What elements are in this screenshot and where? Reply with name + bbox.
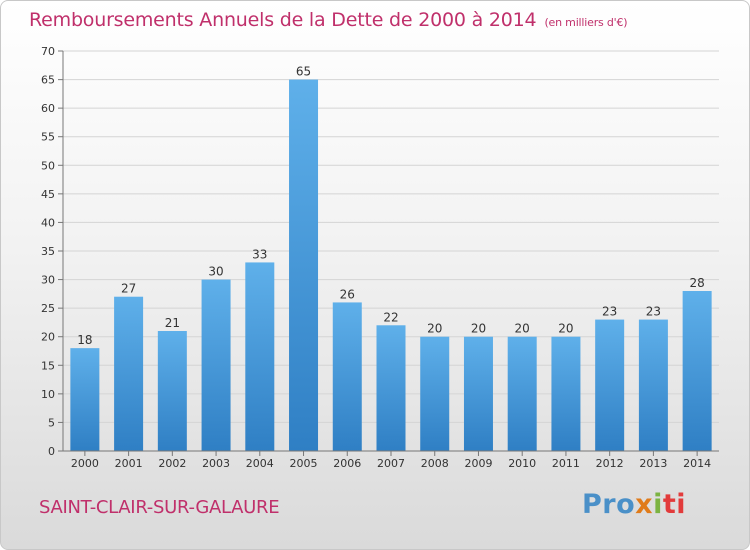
y-tick-label: 50 <box>41 159 55 172</box>
bar-value-label: 20 <box>427 322 442 336</box>
x-tick-label: 2006 <box>333 457 361 470</box>
x-tick-label: 2009 <box>464 457 492 470</box>
y-tick-label: 10 <box>41 388 55 401</box>
y-tick-label: 70 <box>41 45 55 58</box>
x-tick-label: 2004 <box>246 457 274 470</box>
bar-2001 <box>114 296 144 451</box>
x-axis: 2000 2001 2002 2003 2004 2005 2006 2007 2008 2009… <box>63 450 719 470</box>
bar-2007 <box>376 325 406 451</box>
y-tick-label: 15 <box>41 359 55 372</box>
x-tick-label: 2012 <box>596 457 624 470</box>
bar-value-label: 21 <box>165 316 180 330</box>
y-tick-label: 5 <box>48 416 55 429</box>
y-tick-label: 20 <box>41 331 55 344</box>
bar-value-label: 20 <box>558 322 573 336</box>
bar-2000 <box>70 348 100 451</box>
x-tick-label: 2011 <box>552 457 580 470</box>
x-tick-label: 2002 <box>158 457 186 470</box>
chart-title-block: Remboursements Annuels de la Dette de 20… <box>29 9 628 31</box>
x-tick-label: 2010 <box>508 457 536 470</box>
bar-value-label: 27 <box>121 282 136 296</box>
bar-2005 <box>289 79 319 452</box>
bar-2010 <box>507 336 537 451</box>
y-tick-label: 30 <box>41 274 55 287</box>
logo-part-3: i <box>653 489 663 520</box>
logo-part-1: Pro <box>582 489 636 520</box>
x-tick-label: 2003 <box>202 457 230 470</box>
x-tick-label: 2013 <box>639 457 667 470</box>
x-tick-label: 2014 <box>683 457 711 470</box>
y-tick-label: 65 <box>41 74 55 87</box>
bar-2003 <box>201 279 231 451</box>
bar-2014 <box>682 291 712 451</box>
chart-title: Remboursements Annuels de la Dette de 20… <box>29 9 537 31</box>
x-tick-label: 2005 <box>290 457 318 470</box>
bars: 18 27 21 30 33 65 26 22 20 20 20 20 23 23 28 <box>70 65 712 452</box>
bar-2002 <box>157 331 187 451</box>
bar-2012 <box>595 319 625 451</box>
bar-chart: 0 5 10 15 20 25 30 35 40 45 50 55 60 65 70 18 27 21 30 33 6… <box>41 45 719 470</box>
y-tick-label: 40 <box>41 216 55 229</box>
bar-2004 <box>245 262 275 451</box>
bar-2009 <box>463 336 493 451</box>
bar-value-label: 30 <box>208 265 223 279</box>
bar-value-label: 28 <box>689 276 704 290</box>
bar-value-label: 26 <box>340 287 355 301</box>
bar-2011 <box>551 336 581 451</box>
bar-value-label: 33 <box>252 247 267 261</box>
x-tick-label: 2008 <box>421 457 449 470</box>
y-tick-label: 45 <box>41 188 55 201</box>
bar-value-label: 20 <box>471 322 486 336</box>
x-tick-label: 2007 <box>377 457 405 470</box>
y-tick-label: 25 <box>41 302 55 315</box>
y-tick-label: 0 <box>48 445 55 458</box>
bar-2008 <box>420 336 450 451</box>
y-tick-label: 60 <box>41 102 55 115</box>
bar-value-label: 23 <box>602 305 617 319</box>
bar-2006 <box>332 302 362 451</box>
bar-value-label: 65 <box>296 65 311 79</box>
bar-value-label: 20 <box>515 322 530 336</box>
y-axis: 0 5 10 15 20 25 30 35 40 45 50 55 60 65 70 <box>41 45 64 458</box>
chart-subtitle: (en milliers d'€) <box>544 16 628 29</box>
y-tick-label: 55 <box>41 131 55 144</box>
y-tick-label: 35 <box>41 245 55 258</box>
bar-value-label: 22 <box>383 310 398 324</box>
bar-2013 <box>638 319 668 451</box>
logo-part-4: ti <box>662 489 687 520</box>
x-tick-label: 2001 <box>115 457 143 470</box>
bar-value-label: 18 <box>77 333 92 347</box>
bar-value-label: 23 <box>646 305 661 319</box>
x-tick-label: 2000 <box>71 457 99 470</box>
proxiti-logo: Proxiti <box>582 489 686 520</box>
commune-name: SAINT-CLAIR-SUR-GALAURE <box>39 497 280 518</box>
logo-part-2: x <box>635 489 654 520</box>
